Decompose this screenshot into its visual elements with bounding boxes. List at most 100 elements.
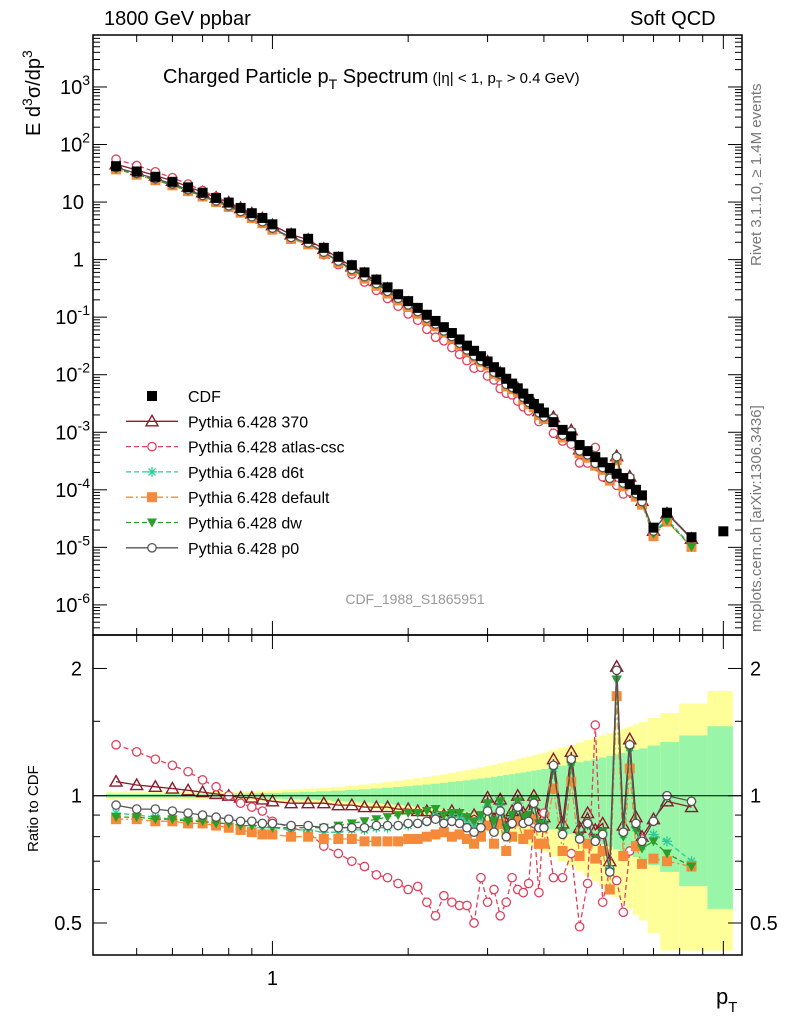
cdf-point-44 (566, 431, 577, 442)
ratio-tick-label-1: 1 (71, 786, 82, 808)
ratio-point-atlas-csc-10 (257, 806, 268, 816)
ratio-point-d6t-56-stroke-3 (663, 837, 671, 846)
ratio-point-p0-2 (150, 804, 161, 814)
ratio-point-dw-17 (359, 817, 370, 827)
ratio-point-default-9 (246, 827, 257, 838)
cdf-point-6 (211, 192, 222, 203)
ratio-point-p0-7 (223, 814, 234, 825)
ratio-point-default-42 (548, 783, 559, 794)
cdf-point-23 (421, 309, 432, 320)
cdf-point-0 (111, 161, 122, 172)
ratio-point-default-27 (454, 829, 465, 840)
ratio-point-dw-57 (686, 862, 697, 872)
ratio-point-atlas-csc-2 (150, 754, 161, 765)
ratio-point-atlas-csc-18 (371, 869, 382, 880)
ratio-point-370-10 (255, 792, 270, 805)
y-tick-label-10^-3: 10-3 (55, 417, 90, 444)
ratio-point-370-6 (208, 786, 224, 800)
ratio-point-atlas-csc-19 (382, 872, 393, 883)
ratio-point-default-13 (303, 831, 314, 842)
ratio-point-p0-30 (476, 822, 486, 833)
ratio-point-default-30 (475, 831, 486, 842)
y-tick-label-10^3: 103 (60, 72, 90, 99)
ratio-point-dw-56 (662, 849, 673, 859)
ratio-point-p0-8 (235, 816, 246, 827)
cdf-point-22 (412, 302, 423, 313)
legend-label-pythia-6-428-default: Pythia 6.428 default (188, 490, 330, 507)
y-tick-label-1: 1 (73, 250, 84, 272)
ratio-point-p0-23 (421, 816, 432, 827)
ratio-point-p0-57 (686, 796, 697, 807)
ratio-point-p0-31 (482, 806, 493, 816)
ratio-point-p0-33 (495, 806, 506, 816)
cdf-point-15 (333, 251, 344, 262)
ratio-point-p0-52 (624, 739, 635, 750)
band-1sigma-54 (638, 748, 648, 860)
band-1sigma-32 (490, 776, 498, 817)
band-1sigma-29 (470, 779, 478, 814)
main-point-dw-57 (686, 542, 697, 552)
cdf-point-18 (371, 274, 382, 285)
band-1sigma-49 (606, 755, 614, 847)
ratio-line-370 (115, 666, 692, 862)
ratio-point-p0-21 (403, 818, 414, 829)
cdf-point-49 (604, 462, 615, 473)
ratio-point-dw-5 (197, 817, 208, 827)
ratio-point-p0-48 (597, 829, 608, 840)
ratio-point-p0-10 (257, 818, 268, 829)
ratio-point-default-53 (630, 841, 641, 852)
ratio-point-atlas-csc-0 (111, 739, 121, 750)
ratio-point-atlas-csc-32 (489, 884, 499, 895)
ratio-point-atlas-csc-25 (439, 890, 449, 901)
band-1sigma-30 (477, 778, 485, 815)
ratio-point-atlas-csc-23 (421, 897, 432, 908)
ratio-point-default-23 (421, 831, 432, 842)
ratio-point-atlas-csc-48 (597, 897, 608, 908)
cdf-point-51 (618, 473, 629, 484)
band-1sigma-42 (548, 767, 559, 830)
ratio-point-p0-53 (631, 818, 641, 829)
ratio-point-p0-34 (501, 831, 512, 842)
ratio-point-p0-14 (318, 822, 329, 833)
cdf-point-58 (718, 526, 729, 537)
cdf-point-30 (475, 351, 486, 362)
ratio-point-atlas-csc-45 (574, 921, 585, 932)
ratio-point-p0-25 (439, 818, 449, 829)
ratio-point-atlas-csc-38 (523, 878, 534, 889)
ratio-point-dw-44 (566, 761, 577, 771)
legend-label-pythia-6-428-atlas-csc: Pythia 6.428 atlas-csc (188, 440, 345, 457)
ratio-point-default-41 (538, 838, 549, 849)
y-tick-label-10^-1: 10-1 (55, 302, 90, 329)
ratio-point-370-16 (344, 797, 360, 811)
ratio-point-default-15 (333, 834, 344, 845)
cdf-point-32 (488, 362, 499, 373)
ratio-point-default-10 (257, 829, 268, 840)
ratio-point-p0-41 (539, 822, 549, 833)
ratio-point-370-14 (316, 795, 332, 809)
ratio-tick-label-0.5: 0.5 (54, 913, 82, 935)
ratio-point-atlas-csc-46 (582, 878, 593, 889)
legend-marker-pythia-6-428-default (147, 492, 157, 503)
ratio-tick-label-right-2: 2 (750, 658, 761, 680)
cdf-point-8 (235, 202, 246, 213)
ratio-point-370-4 (180, 782, 196, 796)
ratio-point-atlas-csc-31 (482, 897, 493, 908)
ratio-point-p0-4 (183, 808, 193, 818)
ratio-point-p0-51 (618, 827, 629, 838)
ratio-point-dw-29 (469, 817, 480, 827)
ratio-point-dw-2 (150, 815, 161, 825)
legend-marker-pythia-6-428-d6t-stroke-3 (148, 467, 156, 476)
ratio-point-atlas-csc-42 (548, 872, 559, 883)
ratio-point-atlas-csc-6 (211, 781, 221, 792)
ratio-point-dw-32 (488, 817, 499, 827)
cdf-point-11 (267, 219, 278, 230)
cdf-point-20 (393, 289, 404, 300)
ratio-point-dw-54 (636, 844, 647, 854)
cdf-point-19 (382, 282, 393, 293)
ratio-plot-frame (92, 634, 743, 956)
cdf-point-1 (131, 166, 142, 177)
cdf-point-13 (303, 233, 314, 244)
header-right: Soft QCD (630, 8, 716, 30)
band-1sigma-45 (575, 762, 584, 837)
